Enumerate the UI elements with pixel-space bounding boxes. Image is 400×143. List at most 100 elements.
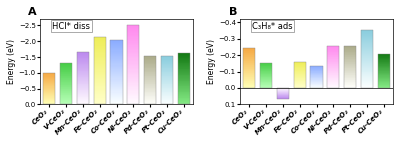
Bar (361, 62, 373, 63)
Bar (110, 41, 122, 42)
Bar (294, 72, 306, 73)
Bar (310, 77, 322, 78)
Bar (161, 63, 173, 64)
Bar (294, 67, 306, 68)
Bar (361, 34, 373, 35)
Bar (60, 75, 72, 76)
Bar (161, 74, 173, 75)
Bar (110, 77, 122, 79)
Bar (378, 55, 390, 56)
Bar (361, 58, 373, 59)
Bar (161, 62, 173, 63)
Bar (243, 68, 255, 69)
Bar (144, 56, 156, 57)
Bar (260, 71, 272, 72)
Bar (294, 66, 306, 67)
Bar (110, 88, 122, 89)
Bar (43, 84, 55, 85)
Bar (94, 90, 106, 91)
Bar (161, 61, 173, 62)
Bar (327, 48, 340, 49)
Bar (77, 65, 89, 66)
Bar (361, 52, 373, 53)
Bar (327, 54, 340, 55)
Bar (60, 65, 72, 66)
Bar (60, 76, 72, 77)
Bar (161, 100, 173, 101)
Bar (178, 99, 190, 100)
Bar (94, 36, 106, 104)
Bar (94, 86, 106, 87)
Bar (161, 78, 173, 79)
Bar (77, 90, 89, 91)
Bar (243, 51, 255, 52)
Bar (60, 70, 72, 71)
Y-axis label: Energy (eV): Energy (eV) (7, 39, 16, 84)
Bar (310, 84, 322, 85)
Bar (378, 77, 390, 78)
Bar (361, 44, 373, 45)
Bar (327, 62, 340, 63)
Bar (110, 61, 122, 62)
Bar (327, 72, 340, 73)
Bar (110, 99, 122, 100)
Bar (178, 53, 190, 104)
Bar (127, 69, 140, 70)
Bar (344, 54, 356, 55)
Bar (127, 91, 140, 93)
Bar (260, 69, 272, 70)
Bar (361, 50, 373, 51)
Bar (144, 83, 156, 84)
Bar (378, 74, 390, 75)
Bar (344, 51, 356, 52)
Bar (294, 83, 306, 84)
Bar (178, 93, 190, 94)
Bar (243, 48, 255, 49)
Bar (260, 63, 272, 64)
Bar (94, 81, 106, 82)
Bar (94, 52, 106, 53)
Bar (60, 101, 72, 102)
Bar (60, 81, 72, 82)
Bar (178, 100, 190, 101)
Bar (127, 78, 140, 79)
Bar (110, 58, 122, 59)
Bar (294, 86, 306, 87)
Bar (294, 71, 306, 72)
Bar (310, 72, 322, 73)
Bar (361, 30, 373, 31)
Bar (77, 85, 89, 86)
Bar (77, 61, 89, 62)
Bar (310, 81, 322, 82)
Bar (127, 93, 140, 94)
Bar (77, 77, 89, 78)
Bar (378, 61, 390, 62)
Bar (43, 90, 55, 91)
Bar (243, 50, 255, 51)
Bar (178, 58, 190, 59)
Bar (178, 53, 190, 54)
Bar (60, 86, 72, 87)
Bar (110, 81, 122, 82)
Bar (110, 48, 122, 49)
Bar (344, 64, 356, 65)
Bar (60, 91, 72, 92)
Bar (243, 56, 255, 57)
Bar (43, 82, 55, 83)
Bar (294, 80, 306, 81)
Bar (361, 31, 373, 32)
Bar (294, 87, 306, 88)
Bar (60, 90, 72, 91)
Bar (94, 75, 106, 76)
Bar (60, 64, 72, 65)
Bar (110, 91, 122, 93)
Bar (144, 77, 156, 78)
Bar (310, 70, 322, 71)
Bar (94, 48, 106, 49)
Bar (327, 80, 340, 81)
Bar (110, 65, 122, 67)
Bar (361, 82, 373, 83)
Bar (60, 72, 72, 73)
Bar (243, 65, 255, 66)
Bar (127, 29, 140, 31)
